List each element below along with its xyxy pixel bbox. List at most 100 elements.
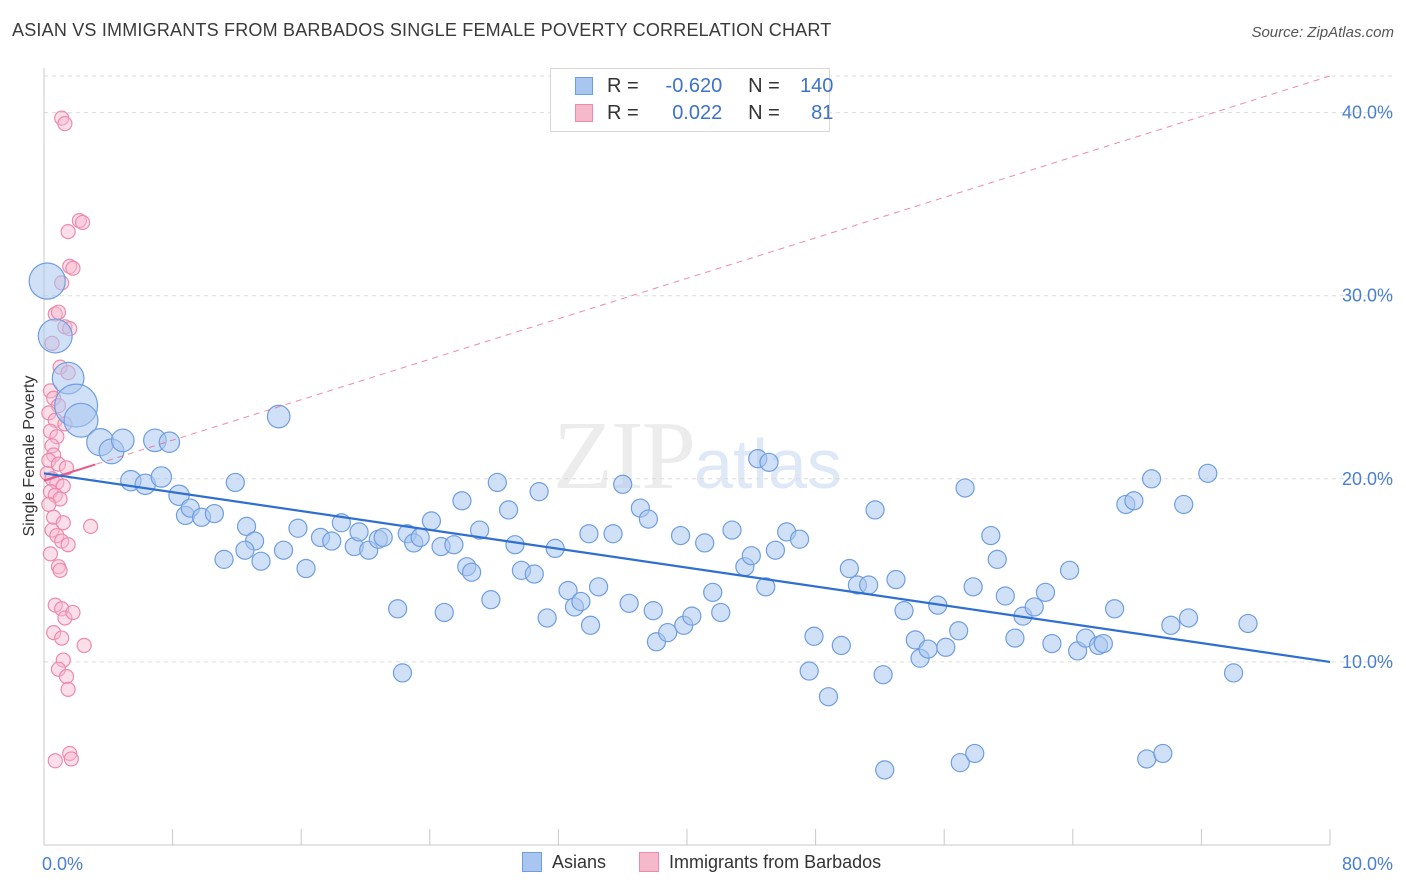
asians-point <box>789 529 810 549</box>
barbados-point <box>60 224 76 240</box>
bottom-asians-swatch <box>522 852 542 872</box>
barbados-point <box>54 601 70 617</box>
barbados-point <box>65 260 81 276</box>
asians-point <box>1141 469 1162 489</box>
asians-point <box>37 318 73 354</box>
asians-point <box>498 500 519 520</box>
asians-point <box>204 503 225 524</box>
asians-point <box>1153 743 1173 764</box>
asians-point <box>1104 599 1125 619</box>
asians-point <box>695 533 715 553</box>
asians-point <box>658 622 678 643</box>
asians-point <box>918 639 938 659</box>
legend: R = -0.620 N = 140 R = 0.022 N = 81 <box>550 68 834 132</box>
asians-point <box>894 601 914 621</box>
asians-point <box>524 564 544 584</box>
asians-point <box>995 586 1015 606</box>
asians-trend-line <box>43 472 1331 663</box>
asians-point <box>839 558 859 579</box>
barbados-point <box>41 452 57 469</box>
barbados-point <box>60 537 76 553</box>
asians-point <box>831 635 851 656</box>
y-tick-label: 40.0% <box>1342 103 1393 123</box>
asians-point <box>643 601 663 621</box>
asians-point <box>571 591 591 612</box>
asians-point <box>266 404 291 429</box>
barbados-n-value: 81 <box>811 102 834 124</box>
asians-point <box>225 472 245 493</box>
asians-point <box>1059 560 1080 580</box>
trend-lines <box>43 75 1331 663</box>
y-tick-label: 20.0% <box>1342 469 1393 489</box>
asians-point <box>470 520 490 540</box>
asians-point <box>505 535 525 555</box>
asians-point <box>158 431 181 453</box>
asians-point <box>214 549 234 569</box>
asians-point <box>322 531 342 551</box>
asians-point <box>236 516 257 537</box>
asians-point <box>670 525 691 546</box>
asians-point <box>613 474 633 494</box>
asians-point <box>865 500 885 520</box>
asians-point <box>711 602 731 623</box>
asians-point <box>1005 628 1025 648</box>
asians-point <box>987 549 1007 569</box>
barbados-point <box>55 652 71 668</box>
asians-point <box>529 482 549 502</box>
asians-point <box>619 593 639 613</box>
asians-point <box>388 599 408 619</box>
asians-point <box>722 520 742 540</box>
asians-n-value: 140 <box>800 75 834 97</box>
asians-point <box>1198 463 1218 483</box>
y-tick-label: 10.0% <box>1342 652 1393 672</box>
barbados-point <box>47 753 63 769</box>
barbados-points <box>39 110 99 769</box>
asians-point <box>235 540 255 560</box>
asians-point <box>487 472 507 493</box>
asians-point <box>434 602 454 623</box>
asians-point <box>558 580 578 601</box>
barbados-point <box>42 383 59 399</box>
barbados-point <box>50 456 67 472</box>
asians-point <box>1223 663 1244 683</box>
asians-point <box>288 518 308 538</box>
asians-point <box>444 535 464 555</box>
barbados-point <box>57 115 73 132</box>
asians-point <box>150 466 173 488</box>
asians-point <box>349 522 369 542</box>
chart-title: ASIAN VS IMMIGRANTS FROM BARBADOS SINGLE… <box>12 20 832 40</box>
asians-point <box>452 491 472 511</box>
asians-point <box>410 527 430 548</box>
asians-point <box>875 760 895 780</box>
asians-point <box>950 752 970 773</box>
barbados-swatch <box>575 104 593 122</box>
bottom-barbados-swatch <box>639 852 660 872</box>
asians-point <box>965 743 985 764</box>
asians-point <box>588 577 609 597</box>
barbados-trend-solid <box>43 463 96 482</box>
asians-point <box>873 665 893 685</box>
asians-point <box>886 569 906 590</box>
asians-n-label: N = <box>748 75 780 97</box>
bottom-legend-barbados: Immigrants from Barbados <box>639 852 881 873</box>
barbados-point <box>42 546 59 562</box>
barbados-point <box>74 214 91 231</box>
asians-point <box>461 562 482 582</box>
asians-point <box>1035 582 1056 602</box>
asians-point <box>955 478 975 498</box>
source-label: Source: ZipAtlas.com <box>1251 24 1394 41</box>
barbados-r-value: 0.022 <box>672 102 723 124</box>
bottom-legend: Asians Immigrants from Barbados <box>522 852 909 873</box>
legend-row-barbados: R = 0.022 N = 81 <box>575 102 833 126</box>
barbados-point <box>46 624 62 641</box>
grid <box>44 75 1392 663</box>
asians-point <box>273 540 294 560</box>
asians-point <box>63 402 99 438</box>
asians-point <box>579 524 599 544</box>
asians-point <box>682 606 702 626</box>
asians-point <box>110 428 135 453</box>
asians-point <box>537 608 557 628</box>
asians-point <box>373 527 393 548</box>
asians-point <box>296 558 316 579</box>
